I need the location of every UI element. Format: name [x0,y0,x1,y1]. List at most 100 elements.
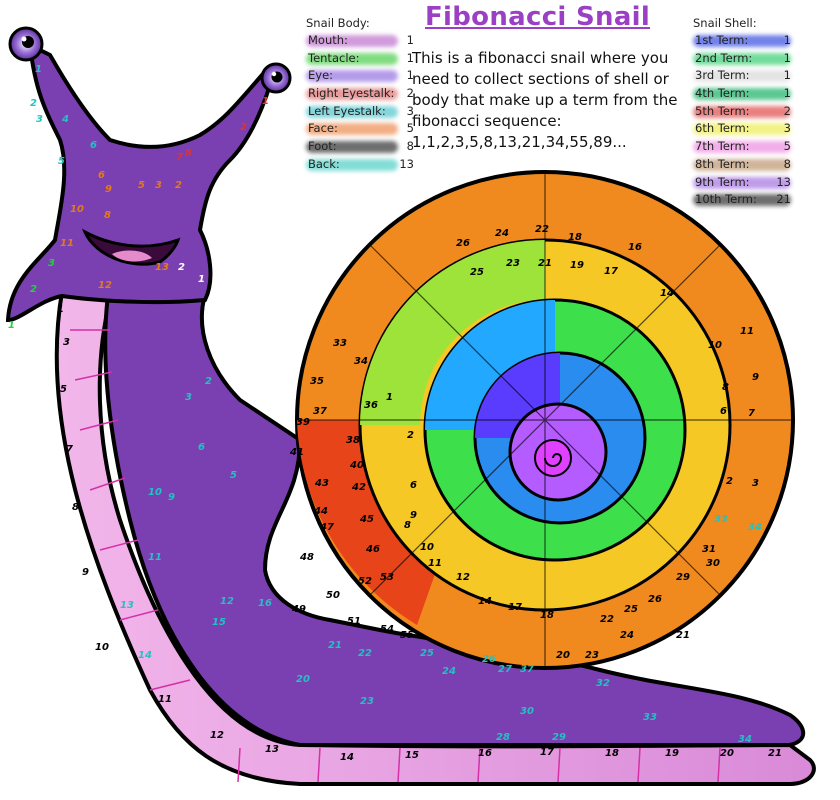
shell-number: 6 [410,480,417,491]
shell-number: 10 [708,340,722,351]
shell-term-value: 1 [783,50,791,65]
body-part-value: 1 [406,68,414,83]
tentacle-number: 1 [8,320,15,331]
shell-number: 52 [358,576,372,587]
shell-term-label: 6th Term: [695,121,750,136]
stalk-number: 1 [35,64,42,75]
shell-number: 14 [660,288,674,299]
face-number: 2 [175,180,182,191]
body-part-value: 5 [406,121,414,136]
tentacle-number: 3 [48,258,55,269]
snail-back [103,293,806,747]
body-part-row: Right Eyestalk: 2 [306,85,414,103]
back-number: 10 [148,487,162,498]
shell-number: 35 [310,376,324,387]
foot-number: 10 [95,642,109,653]
stalk-number: 4 [61,114,69,125]
highlight-swatch [693,52,791,65]
mouth-number: 2 [178,262,185,273]
back-number: 34 [738,734,752,745]
shell-term-label: 7th Term: [695,139,750,154]
foot-number: 21 [768,748,782,759]
shell-term-value: 2 [783,103,791,118]
highlight-swatch [306,88,398,101]
shell-number: 25 [470,267,484,278]
shell-number: 26 [648,594,662,605]
foot-segment-lines [70,329,721,783]
shell-term-row: 10th Term: 21 [693,191,799,209]
back-number: 32 [596,678,610,689]
shell-number: 51 [347,616,361,627]
shell-number: 26 [456,238,470,249]
shell-number: 25 [624,604,638,615]
shell-number: 54 [380,624,394,635]
back-number: 21 [328,640,342,651]
highlight-swatch [693,70,791,83]
back-number: 30 [520,706,534,717]
highlight-swatch [306,105,398,118]
body-part-label: Eye: [308,68,334,83]
shell-number: 37 [313,406,327,417]
stalk-number: 2 [30,98,37,109]
shell-term-label: 10th Term: [695,192,757,207]
stalk-number: 5 [58,156,65,167]
shell-term-row: 7th Term: 5 [693,138,799,156]
shell-term-label: 3rd Term: [695,68,750,83]
highlight-swatch [306,123,398,136]
shell-number: 48 [299,552,314,563]
face-number: 12 [98,280,112,291]
back-number: 24 [442,666,456,677]
highlight-swatch [306,52,398,65]
shell-number: 41 [289,447,304,458]
shell-number: 23 [585,650,599,661]
shell-term-label: 5th Term: [695,103,750,118]
foot-number: 20 [720,748,734,759]
stalk-number: 2 [240,122,247,133]
shell-number: 39 [296,417,310,428]
highlight-swatch [693,194,791,207]
foot-number: 12 [210,730,224,741]
shell-number: 38 [346,435,360,446]
body-part-label: Back: [308,156,340,171]
shell-number: 31 [702,544,716,555]
shell-term-row: 3rd Term: 1 [693,67,799,85]
back-number: 14 [138,650,152,661]
body-part-value: 1 [406,50,414,65]
shell-number: 8 [722,382,729,393]
snail-shell [295,170,795,670]
shell-number: 20 [556,650,570,661]
foot-number: 8 [72,502,79,513]
body-part-row: Left Eyestalk: 3 [306,103,414,121]
shell-number: 22 [600,614,614,625]
shell-term-value: 21 [776,192,791,207]
shell-number: 10 [420,542,434,553]
shell-number: 14 [478,596,492,607]
shell-number: 34 [354,356,368,367]
face-number: 13 [155,262,169,273]
shell-number: 33 [333,338,347,349]
body-part-row: Foot: 8 [306,138,414,156]
face-number: 8 [104,210,111,221]
shell-term-value: 3 [783,121,791,136]
back-number: 37 [520,664,534,675]
shell-number: 18 [540,610,554,621]
shell-term-label: 1st Term: [695,33,749,47]
shell-number: 23 [506,258,520,269]
stalk-number: 1 [262,96,269,107]
shell-term-label: 9th Term: [695,174,750,189]
shell-number: 8 [404,520,411,531]
highlight-swatch [693,141,791,154]
shell-term-row: 4th Term: 1 [693,85,799,103]
highlight-swatch [306,70,398,83]
body-part-row: Back: 13 [306,156,414,174]
body-part-row: Tentacle: 1 [306,50,414,68]
shell-term-row: 1st Term: 1 [693,32,799,50]
legend-heading: Snail Body: [306,16,370,30]
shell-term-label: 8th Term: [695,156,750,171]
shell-number: 1 [386,392,393,403]
shell-number: 7 [748,408,755,419]
highlight-swatch [693,105,791,118]
shell-number: 18 [568,232,582,243]
shell-number: 24 [620,630,634,641]
shell-term-value: 1 [783,68,791,83]
